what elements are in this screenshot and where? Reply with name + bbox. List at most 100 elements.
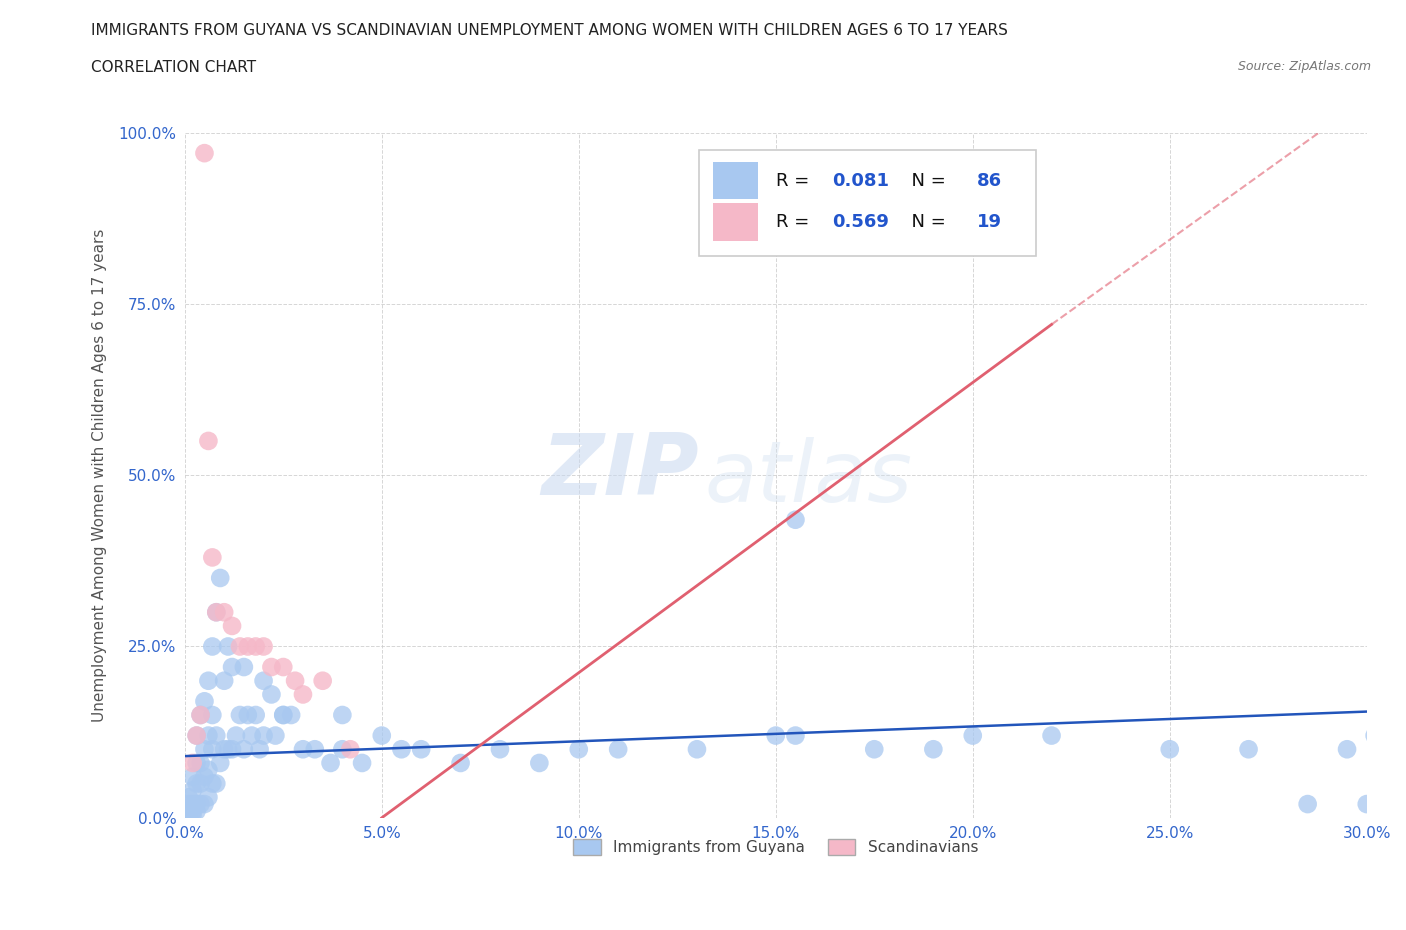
Point: [304, 742, 326, 757]
Text: ZIP: ZIP: [541, 431, 699, 513]
Y-axis label: Unemployment Among Women with Children Ages 6 to 17 years: Unemployment Among Women with Children A…: [93, 229, 107, 722]
Point: [450, 755, 472, 770]
Point: [785, 512, 807, 527]
Text: 0.081: 0.081: [832, 171, 890, 190]
Point: [252, 673, 274, 688]
Point: [371, 728, 394, 743]
Text: Source: ZipAtlas.com: Source: ZipAtlas.com: [1237, 60, 1371, 73]
Legend: Immigrants from Guyana, Scandinavians: Immigrants from Guyana, Scandinavians: [567, 833, 984, 861]
Point: [352, 755, 374, 770]
Text: R =: R =: [776, 171, 814, 190]
Point: [391, 742, 413, 757]
Point: [221, 659, 243, 674]
Point: [260, 687, 283, 702]
Point: [177, 797, 200, 812]
Point: [1336, 742, 1358, 757]
Point: [1159, 742, 1181, 757]
Point: [252, 639, 274, 654]
Point: [205, 728, 228, 743]
Point: [177, 804, 200, 818]
Point: [284, 673, 307, 688]
Text: N =: N =: [900, 171, 952, 190]
Point: [863, 742, 886, 757]
Point: [232, 742, 254, 757]
Point: [212, 673, 235, 688]
Point: [197, 790, 219, 804]
Point: [186, 804, 208, 818]
Point: [197, 673, 219, 688]
Point: [236, 639, 259, 654]
Point: [249, 742, 271, 757]
Point: [186, 776, 208, 790]
Point: [922, 742, 945, 757]
Point: [217, 742, 239, 757]
FancyBboxPatch shape: [713, 162, 758, 199]
Point: [201, 742, 224, 757]
Point: [1237, 742, 1260, 757]
Point: [229, 639, 252, 654]
Point: [193, 742, 215, 757]
Point: [311, 673, 333, 688]
Point: [186, 728, 208, 743]
Point: [785, 728, 807, 743]
Point: [765, 728, 787, 743]
Point: [205, 776, 228, 790]
Point: [201, 639, 224, 654]
Point: [186, 797, 208, 812]
Point: [1040, 728, 1063, 743]
Point: [201, 550, 224, 565]
Point: [339, 742, 361, 757]
Point: [264, 728, 287, 743]
Point: [193, 694, 215, 709]
Text: 0.569: 0.569: [832, 213, 890, 231]
Text: IMMIGRANTS FROM GUYANA VS SCANDINAVIAN UNEMPLOYMENT AMONG WOMEN WITH CHILDREN AG: IMMIGRANTS FROM GUYANA VS SCANDINAVIAN U…: [91, 23, 1008, 38]
Point: [177, 790, 200, 804]
Point: [271, 708, 294, 723]
Point: [1296, 797, 1319, 812]
Point: [332, 708, 354, 723]
Point: [197, 763, 219, 777]
Point: [181, 804, 204, 818]
Point: [232, 659, 254, 674]
Point: [181, 783, 204, 798]
Point: [209, 570, 232, 585]
Point: [319, 755, 342, 770]
Point: [271, 659, 294, 674]
Point: [205, 604, 228, 619]
Point: [221, 742, 243, 757]
Point: [240, 728, 263, 743]
Point: [190, 708, 212, 723]
Point: [962, 728, 984, 743]
Point: [225, 728, 247, 743]
Point: [1364, 728, 1386, 743]
Point: [209, 755, 232, 770]
Point: [411, 742, 433, 757]
Text: N =: N =: [900, 213, 952, 231]
Point: [245, 708, 267, 723]
Point: [181, 807, 204, 822]
Point: [186, 755, 208, 770]
Point: [271, 708, 294, 723]
Point: [181, 755, 204, 770]
Point: [197, 433, 219, 448]
Point: [529, 755, 551, 770]
Text: atlas: atlas: [704, 437, 912, 520]
Point: [201, 776, 224, 790]
Point: [221, 618, 243, 633]
Point: [1371, 742, 1393, 757]
Point: [190, 776, 212, 790]
Point: [190, 755, 212, 770]
Point: [1355, 797, 1378, 812]
Point: [190, 708, 212, 723]
FancyBboxPatch shape: [713, 203, 758, 241]
Point: [568, 742, 591, 757]
Point: [291, 687, 314, 702]
Point: [291, 742, 314, 757]
Point: [280, 708, 302, 723]
Point: [212, 742, 235, 757]
Point: [607, 742, 630, 757]
Point: [260, 659, 283, 674]
Point: [245, 639, 267, 654]
Point: [181, 769, 204, 784]
Point: [252, 728, 274, 743]
